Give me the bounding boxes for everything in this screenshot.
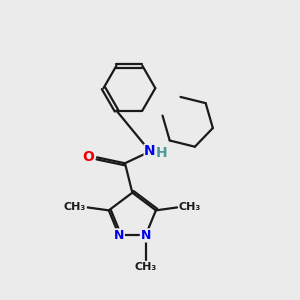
Text: CH₃: CH₃ xyxy=(134,262,157,272)
Text: CH₃: CH₃ xyxy=(178,202,201,212)
Text: N: N xyxy=(114,229,124,242)
Text: H: H xyxy=(155,146,167,160)
Text: O: O xyxy=(82,150,94,164)
Text: N: N xyxy=(144,145,156,158)
Text: CH₃: CH₃ xyxy=(64,202,86,212)
Text: N: N xyxy=(140,229,151,242)
